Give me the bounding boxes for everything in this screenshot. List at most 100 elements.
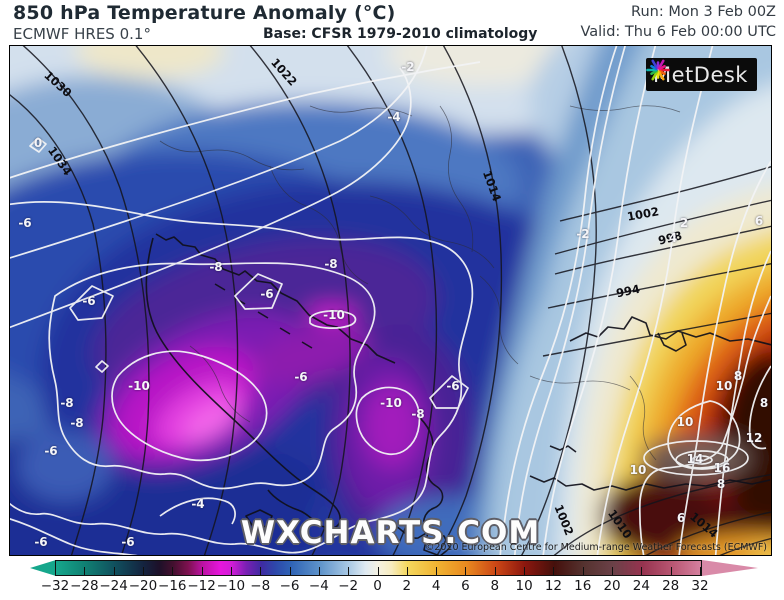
anomaly-label: 8 (759, 396, 769, 410)
colorbar-tick (494, 567, 496, 575)
anomaly-label: 6 (676, 511, 686, 525)
copyright-credit: ©2020 European Centre for Medium-range W… (424, 542, 767, 553)
colorbar-tick-label: −6 (279, 578, 300, 594)
colorbar-tick-label: −4 (308, 578, 329, 594)
anomaly-label: -8 (60, 396, 74, 410)
colorbar-tick (260, 567, 262, 575)
colorbar-tick (230, 567, 232, 575)
colorbar-tick (406, 567, 408, 575)
colorbar: −32 −28 −24 −20 −16 −12 −10 −8 −6 −4 −2 0 2 4 6 8 10 12 16… (30, 558, 758, 598)
metdesk-logo: MetDesk (646, 58, 757, 91)
colorbar-tick-label: 0 (373, 578, 382, 594)
weather-map: 1030 1034 1022 1014 1002 998 994 1002 1010 1014 -2… (9, 45, 772, 556)
pressure-label: 1034 (45, 143, 75, 179)
colorbar-tick-label: 28 (662, 578, 680, 594)
anomaly-label: -2 (576, 227, 590, 241)
colorbar-tick (641, 567, 643, 575)
colorbar-tick (553, 567, 555, 575)
model-label: ECMWF HRES 0.1° (13, 25, 151, 43)
anomaly-label: -10 (128, 379, 150, 393)
colorbar-tick (377, 567, 379, 575)
colorbar-tick (582, 567, 584, 575)
chart-header: 850 hPa Temperature Anomaly (°C) ECMWF H… (0, 0, 784, 45)
watermark: WXCHARTS.COM (240, 515, 541, 551)
anomaly-label: -6 (260, 287, 274, 301)
anomaly-label: 8 (733, 369, 743, 383)
colorbar-tick-label: −8 (250, 578, 271, 594)
anomaly-label: 4 (668, 231, 678, 245)
colorbar-gradient (55, 560, 702, 576)
colorbar-tick (172, 567, 174, 575)
anomaly-label: -10 (323, 308, 345, 322)
metdesk-logo-text: MetDesk (653, 62, 748, 87)
colorbar-tick (142, 567, 144, 575)
colorbar-tick (670, 567, 672, 575)
chart-title: 850 hPa Temperature Anomaly (°C) (13, 2, 396, 24)
colorbar-tick-label: −2 (338, 578, 359, 594)
colorbar-tick-label: −24 (99, 578, 128, 594)
colorbar-tick (113, 567, 115, 575)
pressure-label: 1002 (626, 204, 660, 224)
metdesk-pinwheel-icon (646, 59, 670, 81)
anomaly-label: -2 (401, 60, 415, 74)
anomaly-label: 8 (716, 477, 726, 491)
anomaly-label: -6 (44, 444, 58, 458)
colorbar-tick-label: 32 (691, 578, 709, 594)
anomaly-label: -6 (18, 216, 32, 230)
pressure-label: 1014 (479, 168, 505, 204)
pressure-label: 1010 (605, 506, 635, 542)
anomaly-label: 6 (754, 214, 764, 228)
colorbar-tick-label: 4 (431, 578, 441, 594)
anomaly-label: 10 (676, 415, 694, 429)
colorbar-tick-label: 10 (515, 578, 533, 594)
colorbar-tick-label: −20 (128, 578, 158, 594)
colorbar-tick-label: −32 (40, 578, 70, 594)
colorbar-tick-label: −10 (216, 578, 246, 594)
colorbar-tick (201, 567, 203, 575)
colorbar-tick-label: 8 (490, 578, 500, 594)
anomaly-label: -4 (387, 110, 401, 124)
anomaly-label: 10 (629, 463, 647, 477)
anomaly-label: 16 (713, 461, 731, 475)
pressure-label: 1030 (41, 68, 75, 100)
colorbar-tick-label: −16 (158, 578, 187, 594)
colorbar-tick-label: −12 (187, 578, 216, 594)
anomaly-label: 14 (686, 452, 704, 466)
anomaly-contours (10, 46, 771, 555)
anomaly-label: -6 (121, 535, 135, 549)
valid-time-label: Valid: Thu 6 Feb 00:00 UTC (580, 24, 776, 40)
run-time-label: Run: Mon 3 Feb 00Z (631, 4, 776, 20)
map-graphic (10, 46, 771, 555)
anomaly-label: 10 (715, 379, 733, 393)
anomaly-label: -6 (34, 535, 48, 549)
anomaly-label: -6 (446, 379, 460, 393)
colorbar-tick (465, 567, 467, 575)
anomaly-label: -6 (82, 294, 96, 308)
pressure-label: 994 (614, 281, 642, 301)
anomaly-label: -8 (209, 260, 223, 274)
anomaly-label: -6 (294, 370, 308, 384)
anomaly-label: -8 (411, 407, 425, 421)
anomaly-label: 12 (745, 431, 763, 445)
climatology-base-label: Base: CFSR 1979-2010 climatology (263, 26, 538, 42)
colorbar-left-arrow (30, 560, 56, 576)
colorbar-tick-label: 20 (603, 578, 621, 594)
colorbar-tick (612, 567, 614, 575)
colorbar-right-arrow (702, 560, 758, 576)
pressure-label: 1022 (268, 55, 300, 89)
anomaly-label: -4 (191, 497, 205, 511)
colorbar-tick-label: 16 (574, 578, 592, 594)
colorbar-tick (84, 567, 86, 575)
pressure-label: 1002 (551, 502, 577, 538)
colorbar-tick-label: 2 (402, 578, 412, 594)
colorbar-tick (55, 567, 56, 575)
colorbar-tick (524, 567, 526, 575)
colorbar-tick (348, 567, 350, 575)
anomaly-label: -10 (380, 396, 402, 410)
contour-label-layer: 1030 1034 1022 1014 1002 998 994 1002 1010 1014 -2… (10, 46, 771, 555)
colorbar-tick (289, 567, 291, 575)
colorbar-tick (436, 567, 438, 575)
anomaly-label: -8 (324, 257, 338, 271)
colorbar-tick (318, 567, 320, 575)
